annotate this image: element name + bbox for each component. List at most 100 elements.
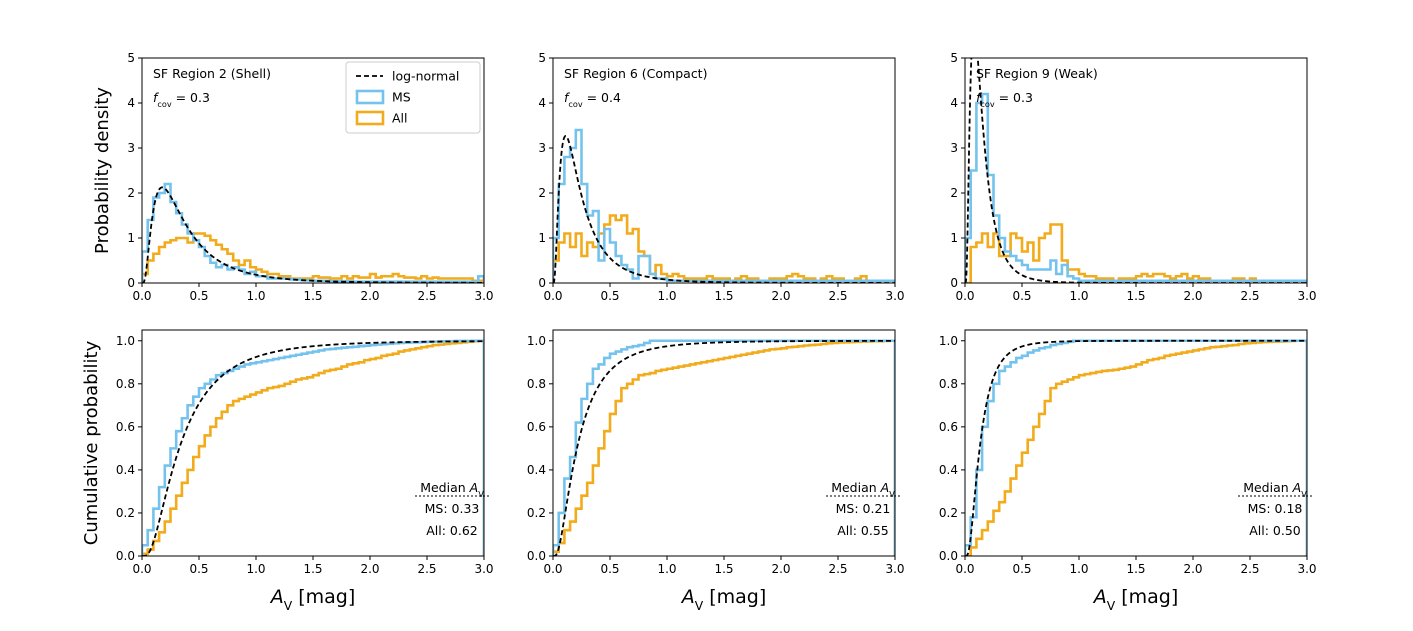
y-tick-label: 0	[538, 276, 546, 290]
x-tick-label: 1.5	[714, 562, 733, 576]
y-tick-label: 0.6	[116, 420, 135, 434]
x-axis-label: AV [mag]	[1092, 586, 1179, 613]
y-tick-label: 2	[950, 186, 958, 200]
x-label-sub: V	[695, 599, 704, 613]
x-tick-label: 2.0	[1183, 562, 1202, 576]
y-tick-label: 1.0	[939, 334, 958, 348]
median-title: Median AV	[420, 480, 484, 499]
fcov-sub: cov	[568, 99, 582, 109]
x-label-unit: [mag]	[1115, 586, 1178, 608]
panel-1-2: 0.0 0.5 1.0 1.5 2.0 2.5 3.0 0.0 0.2 0.4 0.6 0.8 1.0 A…	[939, 329, 1317, 613]
x-label-symbol: A	[680, 586, 695, 608]
x-label-unit: [mag]	[292, 586, 355, 608]
y-tick-label: 1	[538, 231, 546, 245]
y-tick-label: 0	[950, 276, 958, 290]
y-tick-label: 0.0	[939, 549, 958, 563]
x-tick-label: 2.0	[360, 289, 379, 303]
x-axis-label: AV [mag]	[269, 586, 356, 613]
median-all: All: 0.62	[426, 523, 478, 538]
median-title-sub: V	[889, 489, 895, 499]
panel-0-1: 0.0 0.5 1.0 1.5 2.0 2.5 3.0 0 1 2 3 4 5 SF Region 6 (…	[538, 51, 904, 303]
y-tick-label: 3	[950, 141, 958, 155]
fcov-symbol: f	[564, 90, 570, 105]
region-label: SF Region 6 (Compact)	[564, 66, 707, 81]
x-tick-label: 1.0	[246, 562, 265, 576]
x-tick-label: 3.0	[1297, 289, 1316, 303]
plot-area	[553, 339, 895, 556]
legend-box	[345, 61, 481, 134]
legend-label-all: All	[392, 111, 408, 126]
x-tick-label: 3.0	[474, 289, 493, 303]
y-tick-label: 0.0	[527, 549, 546, 563]
fcov-annotation: fcov = 0.4	[564, 90, 621, 109]
x-tick-label: 0.5	[189, 562, 208, 576]
y-tick-label: 0.0	[116, 549, 135, 563]
panel-0-0: 0.0 0.5 1.0 1.5 2.0 2.5 3.0 0 1 2 3 4 5 Probability d…	[92, 51, 494, 303]
series-all-step	[142, 339, 484, 556]
series-all-step	[553, 339, 895, 556]
median-all: All: 0.55	[837, 523, 889, 538]
x-label-symbol: A	[269, 586, 284, 608]
y-tick-label: 1.0	[527, 334, 546, 348]
y-tick-label: 0.8	[527, 377, 546, 391]
x-tick-label: 0.5	[189, 289, 208, 303]
x-tick-label: 2.0	[771, 289, 790, 303]
x-tick-label: 0.0	[132, 562, 151, 576]
y-tick-label: 0.2	[527, 506, 546, 520]
series-ms-step	[965, 92, 1307, 283]
fcov-annotation: fcov = 0.3	[976, 90, 1033, 109]
y-tick-label: 1.0	[116, 334, 135, 348]
median-title-symbol: A	[880, 480, 890, 495]
x-tick-label: 2.5	[1240, 562, 1259, 576]
x-tick-label: 0.0	[543, 562, 562, 576]
x-tick-label: 1.5	[714, 289, 733, 303]
y-tick-label: 5	[950, 51, 958, 65]
x-tick-label: 0.0	[543, 289, 562, 303]
fcov-value: = 0.3	[172, 90, 210, 105]
x-tick-label: 3.0	[885, 289, 904, 303]
y-tick-label: 0.8	[116, 377, 135, 391]
x-tick-label: 1.0	[657, 562, 676, 576]
legend-label-log-normal: log-normal	[392, 69, 459, 84]
y-axis-label: Probability density	[92, 87, 113, 254]
region-label: SF Region 2 (Shell)	[153, 66, 271, 81]
median-annotation: Median AV MS: 0.21 All: 0.55	[826, 480, 900, 538]
y-tick-label: 3	[127, 141, 135, 155]
x-label-sub: V	[1107, 599, 1116, 613]
x-tick-label: 0.5	[1012, 289, 1031, 303]
x-tick-label: 2.5	[828, 289, 847, 303]
x-tick-label: 1.0	[1069, 289, 1088, 303]
y-axis-label: Cumulative probability	[81, 340, 102, 545]
y-tick-label: 5	[538, 51, 546, 65]
y-tick-label: 0.6	[939, 420, 958, 434]
series-ms-step	[553, 128, 895, 283]
y-tick-label: 4	[538, 96, 546, 110]
y-tick-label: 0.2	[116, 506, 135, 520]
fcov-annotation: fcov = 0.3	[153, 90, 210, 109]
x-tick-label: 1.5	[1126, 562, 1145, 576]
fcov-symbol: f	[976, 90, 982, 105]
median-ms: MS: 0.33	[425, 501, 480, 516]
series-ms-step	[142, 182, 484, 283]
median-ms: MS: 0.21	[836, 501, 891, 516]
series-all-step	[965, 223, 1307, 283]
region-label: SF Region 9 (Weak)	[976, 66, 1098, 81]
x-tick-label: 2.5	[828, 562, 847, 576]
x-label-unit: [mag]	[703, 586, 766, 608]
x-tick-label: 1.0	[1069, 562, 1088, 576]
median-ms: MS: 0.18	[1248, 501, 1303, 516]
median-title-sub: V	[478, 489, 484, 499]
x-tick-label: 3.0	[474, 562, 493, 576]
x-tick-label: 2.0	[771, 562, 790, 576]
x-tick-label: 0.0	[955, 289, 974, 303]
plot-area	[142, 339, 484, 556]
legend-swatch-all	[355, 110, 385, 126]
median-title-symbol: A	[1292, 480, 1302, 495]
panel-0-2: 0.0 0.5 1.0 1.5 2.0 2.5 3.0 0 1 2 3 4 5 SF Region 9 (…	[950, 51, 1316, 303]
x-tick-label: 1.0	[246, 289, 265, 303]
median-title-sub: V	[1301, 489, 1307, 499]
median-annotation: Median AV MS: 0.18 All: 0.50	[1238, 480, 1312, 538]
median-annotation: Median AV MS: 0.33 All: 0.62	[415, 480, 489, 538]
y-tick-label: 2	[538, 186, 546, 200]
x-tick-label: 2.5	[1240, 289, 1259, 303]
